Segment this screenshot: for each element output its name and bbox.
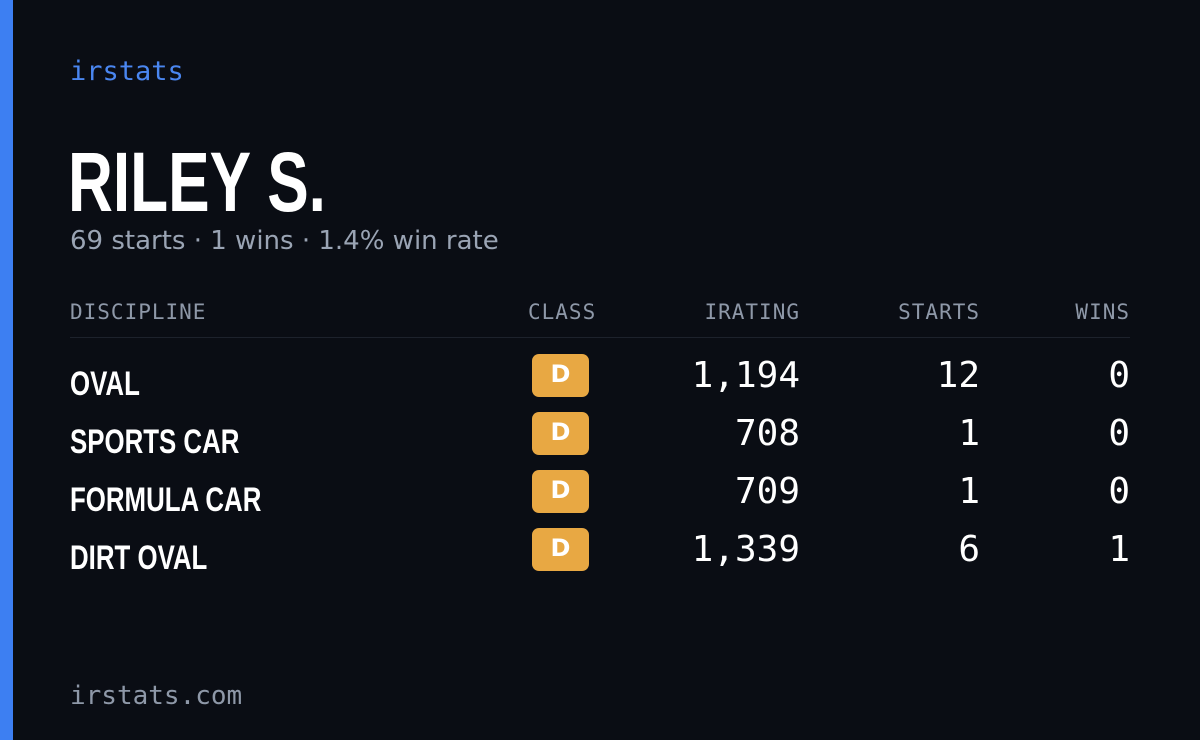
class-badge: D [532, 412, 589, 455]
wins-value: 0 [1108, 413, 1130, 454]
starts-value: 6 [958, 529, 980, 570]
header-discipline: DISCIPLINE [70, 300, 207, 324]
accent-bar [0, 0, 13, 740]
header-starts: STARTS [898, 300, 980, 324]
header-irating: IRATING [704, 300, 800, 324]
discipline-name: FORMULA CAR [70, 481, 262, 519]
starts-value: 1 [958, 471, 980, 512]
class-badge: D [532, 528, 589, 571]
irating-value: 708 [734, 413, 800, 454]
discipline-stats-table: DISCIPLINE CLASS IRATING STARTS WINS OVA… [70, 298, 1130, 577]
table-row: DIRT OVAL D 1,339 6 1 [70, 528, 1130, 586]
class-badge: D [532, 354, 589, 397]
wins-value: 0 [1108, 471, 1130, 512]
discipline-name: OVAL [70, 365, 140, 403]
brand-logo-text: irstats [70, 56, 184, 87]
header-wins: WINS [1075, 300, 1130, 324]
discipline-name: DIRT OVAL [70, 539, 208, 577]
irating-value: 709 [734, 471, 800, 512]
table-row: OVAL D 1,194 12 0 [70, 354, 1130, 412]
starts-value: 1 [958, 413, 980, 454]
wins-value: 0 [1108, 355, 1130, 396]
table-row: FORMULA CAR D 709 1 0 [70, 470, 1130, 528]
driver-summary: 69 starts · 1 wins · 1.4% win rate [70, 226, 499, 256]
discipline-name: SPORTS CAR [70, 423, 240, 461]
class-badge: D [532, 470, 589, 513]
table-header-row: DISCIPLINE CLASS IRATING STARTS WINS [70, 298, 1130, 338]
irating-value: 1,339 [691, 529, 800, 570]
table-row: SPORTS CAR D 708 1 0 [70, 412, 1130, 470]
wins-value: 1 [1108, 529, 1130, 570]
footer-url: irstats.com [70, 681, 243, 711]
header-class: CLASS [528, 300, 597, 324]
irating-value: 1,194 [691, 355, 800, 396]
starts-value: 12 [936, 355, 980, 396]
driver-name: RILEY S. [68, 135, 326, 229]
